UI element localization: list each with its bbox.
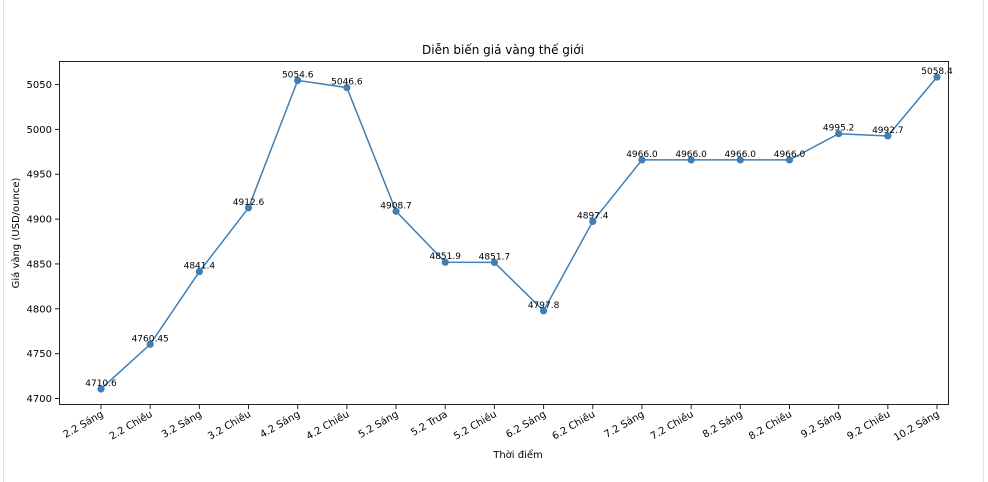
data-point [294, 76, 302, 85]
data-point [785, 156, 794, 164]
data-label: 4912.6 [233, 198, 265, 208]
data-label: 4966.0 [626, 150, 658, 160]
y-axis-label: Giá vàng (USD/ounce) [10, 178, 22, 289]
x-tick-label: 10.2 Sáng [892, 408, 942, 444]
data-label: 5054.6 [282, 70, 314, 80]
data-label: 4797.8 [528, 301, 560, 311]
x-tick-label: 3.2 Sáng [160, 408, 204, 441]
y-tick-label: 4900 [27, 215, 52, 226]
x-tick-label: 8.2 Sáng [700, 408, 744, 441]
data-point [835, 130, 843, 138]
data-label: 4966.0 [675, 150, 707, 160]
data-point [638, 156, 646, 164]
x-tick-label: 5.2 Chiều [452, 408, 499, 442]
data-label: 4966.0 [725, 150, 757, 160]
y-tick-label: 4800 [27, 304, 52, 315]
chart-title: Diễn biến giá vàng thế giới [422, 43, 584, 57]
y-tick-label: 4750 [27, 349, 52, 360]
x-tick-label: 2.2 Chiều [107, 408, 154, 442]
x-tick-label: 5.2 Sáng [356, 408, 400, 441]
x-tick-label: 6.2 Sáng [504, 408, 548, 441]
data-point [884, 132, 892, 140]
data-point [441, 258, 449, 266]
y-tick-label: 4950 [27, 170, 52, 181]
data-label: 4992.7 [872, 126, 904, 136]
data-label: 4995.2 [823, 124, 855, 134]
x-tick-label: 6.2 Chiều [550, 408, 597, 442]
data-point [933, 73, 941, 81]
x-tick-label: 7.2 Chiều [648, 408, 695, 442]
data-label: 4841.4 [184, 262, 216, 272]
data-label: 4760.45 [132, 334, 169, 344]
data-label: 5058.4 [921, 67, 953, 77]
x-tick-label: 8.2 Chiều [747, 408, 794, 442]
plot-area-border [59, 61, 949, 405]
data-point [539, 307, 548, 315]
x-tick-label: 2.2 Sáng [61, 408, 105, 441]
data-point [687, 156, 695, 164]
data-label: 5046.6 [331, 78, 363, 88]
data-point [97, 385, 105, 393]
x-tick-label: 5.2 Trưa [409, 409, 449, 439]
y-tick-label: 4850 [27, 259, 52, 270]
data-label: 4908.7 [380, 201, 412, 211]
series-line [100, 76, 938, 390]
x-tick-label: 4.2 Sáng [258, 408, 302, 441]
data-point [589, 217, 597, 226]
figure-frame [3, 0, 984, 482]
data-label: 4966.0 [774, 150, 806, 160]
x-tick-label: 4.2 Chiều [304, 408, 351, 442]
data-point [736, 156, 744, 164]
x-axis-label: Thời điểm [492, 448, 543, 461]
data-label: 4710.6 [85, 379, 117, 389]
x-tick-label: 3.2 Chiều [206, 408, 253, 442]
data-label: 4897.4 [577, 211, 609, 221]
y-tick-label: 4700 [27, 394, 52, 405]
data-point [343, 84, 351, 92]
x-tick-label: 9.2 Chiều [845, 408, 892, 442]
y-tick-label: 5000 [27, 125, 52, 136]
data-point [146, 340, 154, 348]
data-label: 4851.9 [429, 252, 461, 262]
data-point [195, 268, 203, 276]
data-point [244, 204, 253, 212]
x-tick-label: 9.2 Sáng [799, 408, 843, 441]
data-label: 4851.7 [479, 252, 511, 262]
data-point [392, 207, 400, 215]
y-tick-label: 5050 [27, 80, 52, 91]
data-point [490, 258, 499, 267]
x-tick-label: 7.2 Sáng [602, 408, 646, 441]
